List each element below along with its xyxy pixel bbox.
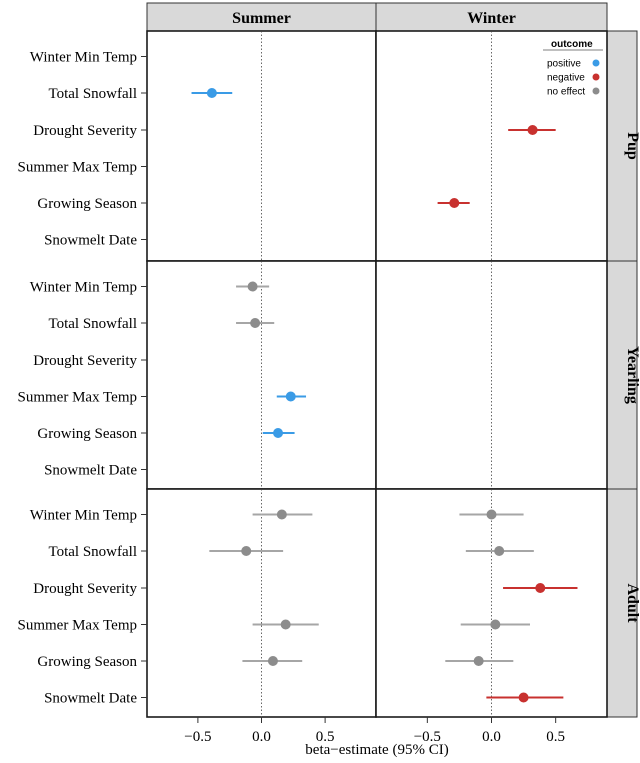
estimate-point <box>527 125 538 135</box>
category-label: Summer Max Temp <box>18 160 138 176</box>
category-label: Drought Severity <box>33 581 137 597</box>
row-strip-label: Adult <box>624 583 640 623</box>
column-strip-label: Summer <box>232 10 291 27</box>
estimate-point <box>206 88 217 98</box>
category-label: Summer Max Temp <box>18 390 138 406</box>
category-label: Growing Season <box>37 426 137 442</box>
x-tick-label: 0.5 <box>316 729 335 745</box>
estimate-point <box>486 509 497 520</box>
legend: outcome positive negative no effect <box>543 39 603 98</box>
x-tick-label: −0.5 <box>184 729 211 745</box>
estimate-point <box>518 692 529 703</box>
estimate-point <box>473 656 484 666</box>
category-label: Drought Severity <box>33 123 137 139</box>
facet-panels <box>146 30 608 718</box>
estimate-point <box>276 509 287 520</box>
estimate-point <box>250 318 261 328</box>
legend-marker <box>592 73 600 81</box>
category-label: Snowmelt Date <box>44 463 137 479</box>
estimate-point <box>241 546 252 556</box>
column-strip-label: Winter <box>467 10 516 27</box>
column-strip-summer <box>146 2 377 32</box>
estimate-point <box>280 619 291 630</box>
category-label: Total Snowfall <box>48 86 137 102</box>
row-strip-adult <box>606 488 638 718</box>
estimate-point <box>535 583 546 593</box>
legend-label: negative <box>547 73 585 84</box>
estimate-point <box>285 391 296 402</box>
estimate-point <box>449 198 460 208</box>
category-label: Snowmelt Date <box>44 691 137 707</box>
category-label: Growing Season <box>37 196 137 212</box>
panel-pup-summer <box>146 30 377 262</box>
category-label: Summer Max Temp <box>18 618 138 634</box>
category-label: Growing Season <box>37 654 137 670</box>
row-strip-yearling <box>606 260 638 490</box>
category-label: Winter Min Temp <box>30 280 137 296</box>
legend-title: outcome <box>551 39 593 50</box>
estimate-point <box>273 428 284 438</box>
estimate-point <box>247 281 258 292</box>
estimate-point <box>490 619 501 630</box>
legend-label: no effect <box>547 87 585 98</box>
category-label: Winter Min Temp <box>30 508 137 524</box>
x-tick-label: 0.5 <box>546 729 565 745</box>
estimate-point <box>267 656 278 666</box>
legend-marker <box>592 59 600 67</box>
chart-marks <box>191 88 578 703</box>
x-tick-label: −0.5 <box>414 729 441 745</box>
estimate-point <box>494 546 505 556</box>
category-label: Winter Min Temp <box>30 50 137 66</box>
x-tick-label: 0.0 <box>482 729 501 745</box>
category-label: Drought Severity <box>33 353 137 369</box>
facet-strips: Summer Winter Pup Yearling Adult <box>146 2 640 718</box>
category-label: Total Snowfall <box>48 316 137 332</box>
row-strip-label: Pup <box>624 132 640 160</box>
legend-label: positive <box>547 59 581 70</box>
category-label: Snowmelt Date <box>44 233 137 249</box>
panel-pup-winter <box>375 30 608 262</box>
legend-marker <box>592 87 600 95</box>
category-label: Total Snowfall <box>48 544 137 560</box>
row-strip-pup <box>606 30 638 262</box>
x-axis-title: beta−estimate (95% CI) <box>305 742 448 758</box>
row-strip-label: Yearling <box>624 346 640 404</box>
category-labels: Winter Min Temp Total Snowfall Drought Sev… <box>18 50 147 707</box>
x-tick-label: 0.0 <box>252 729 271 745</box>
